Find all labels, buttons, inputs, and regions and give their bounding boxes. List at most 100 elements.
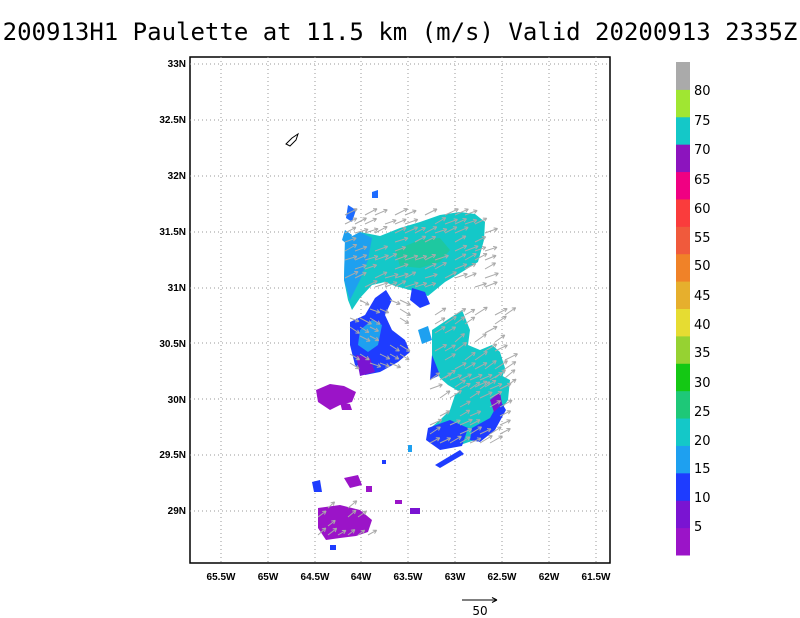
colorbar-label: 20 xyxy=(694,434,711,449)
wind-arrow xyxy=(449,374,462,381)
wind-arrow xyxy=(379,353,391,360)
wind-arrow xyxy=(454,342,468,352)
colorbar-label: 70 xyxy=(694,143,711,158)
wind-arrow xyxy=(327,519,336,527)
wind-arrow xyxy=(499,410,512,417)
wind-arrow xyxy=(429,383,443,390)
colorbar-swatch xyxy=(676,62,690,90)
wind-arrow xyxy=(349,326,360,334)
wind-arrow xyxy=(479,381,491,390)
colorbar-swatch xyxy=(676,445,690,474)
wind-arrow xyxy=(499,419,511,426)
wind-arrow xyxy=(404,226,419,234)
wind-arrow xyxy=(399,308,411,316)
colorbar-label: 50 xyxy=(694,259,711,274)
wind-arrow xyxy=(359,317,372,325)
wind-arrow xyxy=(429,437,441,444)
wind-arrow xyxy=(424,282,437,288)
lon-label: 61.5W xyxy=(582,572,611,583)
wind-arrow xyxy=(424,226,438,234)
wind-arrow xyxy=(454,316,466,325)
longitude-labels: 65.5W 65W 64.5W 64W 63.5W 63W 62.5W 62W … xyxy=(207,572,611,583)
wind-arrow xyxy=(469,437,482,444)
wind-arrow xyxy=(464,272,477,279)
wind-arrow xyxy=(389,353,400,360)
wind-arrow xyxy=(484,272,499,279)
plot-title: 200913H1 Paulette at 11.5 km (m/s) Valid… xyxy=(2,18,798,46)
wind-arrow xyxy=(364,254,379,261)
wind-arrow xyxy=(394,208,408,216)
wind-arrow xyxy=(469,419,481,426)
wind-arrow xyxy=(404,271,417,279)
wind-arrow xyxy=(469,426,483,435)
wind-arrow xyxy=(444,271,457,279)
wind-arrow xyxy=(469,381,481,390)
wind-arrow xyxy=(479,428,492,435)
wind-arrow xyxy=(439,437,452,444)
lat-label: 31N xyxy=(168,283,186,294)
wind-arrow xyxy=(354,228,369,234)
wind-arrow xyxy=(504,369,516,379)
wind-arrow xyxy=(484,262,497,270)
lat-label: 32N xyxy=(168,171,186,182)
wind-arrow xyxy=(484,343,498,352)
wind-arrow xyxy=(489,383,503,390)
wind-arrow xyxy=(344,255,358,261)
wind-arrow xyxy=(499,382,512,390)
wind-arrow xyxy=(359,326,370,333)
colorbar-swatch xyxy=(676,144,690,173)
wind-arrow xyxy=(474,333,487,343)
wind-arrow xyxy=(474,351,488,361)
colorbar xyxy=(676,62,690,556)
colorbar-swatch xyxy=(676,390,690,419)
wind-arrow xyxy=(404,281,419,288)
wind-arrow xyxy=(357,510,367,518)
wind-arrow xyxy=(434,307,447,316)
lon-label: 64W xyxy=(351,572,372,583)
wind-arrow xyxy=(459,418,473,426)
wind-arrow xyxy=(347,500,358,509)
lat-label: 29N xyxy=(168,506,186,517)
wind-arrow xyxy=(394,227,407,234)
wind-arrow xyxy=(399,353,410,361)
wind-arrow xyxy=(369,362,382,368)
wind-arrow xyxy=(464,209,478,216)
latitude-labels: 33N 32.5N 32N 31.5N 31N 30.5N 30N 29.5N … xyxy=(159,59,186,517)
wind-arrow xyxy=(404,254,419,261)
wind-arrow xyxy=(484,379,497,388)
wind-arrow xyxy=(459,436,471,444)
wind-arrow xyxy=(434,217,447,225)
wind-arrow xyxy=(489,426,502,435)
wind-arrow xyxy=(337,529,347,536)
wind-arrow xyxy=(484,227,498,234)
wind-arrow xyxy=(424,235,437,243)
wind-arrow xyxy=(344,226,357,234)
wind-arrow xyxy=(449,390,462,399)
wind-arrow xyxy=(484,254,497,261)
colorbar-swatch xyxy=(676,198,690,227)
colorbar-swatch xyxy=(676,253,690,282)
lat-label: 30.5N xyxy=(159,339,186,350)
wind-arrow xyxy=(344,208,358,216)
map-frame xyxy=(189,56,611,564)
wind-arrow xyxy=(484,281,498,288)
wind-arrow xyxy=(364,227,379,234)
colorbar-labels: 80 75 70 65 60 55 50 45 40 35 30 25 20 1… xyxy=(694,84,711,535)
wind-arrow xyxy=(344,217,358,225)
colorbar-swatch xyxy=(676,500,690,529)
wind-arrow xyxy=(344,236,357,243)
wind-arrow xyxy=(464,245,479,252)
lon-label: 64.5W xyxy=(301,572,330,583)
wind-arrow xyxy=(489,372,503,381)
wind-arrow xyxy=(444,353,456,361)
wind-arrow xyxy=(359,353,370,361)
wind-arrow xyxy=(454,379,466,388)
wind-arrow xyxy=(367,529,378,536)
wind-arrow xyxy=(384,281,398,288)
wind-arrow xyxy=(394,236,409,243)
wind-arrow xyxy=(374,208,388,216)
wind-arrow xyxy=(394,254,408,261)
colorbar-label: 35 xyxy=(694,346,711,361)
wind-arrow xyxy=(444,226,458,234)
wind-arrow xyxy=(434,326,446,334)
